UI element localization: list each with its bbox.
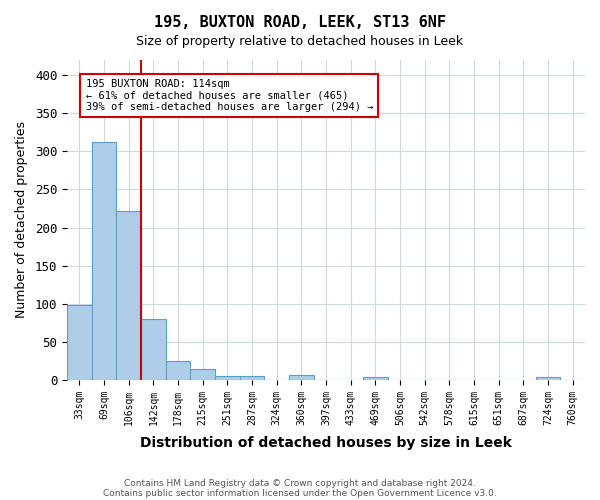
Bar bbox=[190, 370, 215, 380]
Text: Contains HM Land Registry data © Crown copyright and database right 2024.: Contains HM Land Registry data © Crown c… bbox=[124, 478, 476, 488]
Text: Contains public sector information licensed under the Open Government Licence v3: Contains public sector information licen… bbox=[103, 488, 497, 498]
Bar bbox=[67, 304, 92, 380]
Bar bbox=[363, 377, 388, 380]
Bar bbox=[141, 319, 166, 380]
Bar bbox=[240, 376, 265, 380]
Text: 195 BUXTON ROAD: 114sqm
← 61% of detached houses are smaller (465)
39% of semi-d: 195 BUXTON ROAD: 114sqm ← 61% of detache… bbox=[86, 79, 373, 112]
Bar bbox=[116, 211, 141, 380]
Bar bbox=[166, 361, 190, 380]
Bar bbox=[289, 376, 314, 380]
Bar bbox=[536, 377, 560, 380]
Text: Size of property relative to detached houses in Leek: Size of property relative to detached ho… bbox=[136, 35, 464, 48]
X-axis label: Distribution of detached houses by size in Leek: Distribution of detached houses by size … bbox=[140, 436, 512, 450]
Bar bbox=[215, 376, 240, 380]
Bar bbox=[92, 142, 116, 380]
Y-axis label: Number of detached properties: Number of detached properties bbox=[15, 122, 28, 318]
Text: 195, BUXTON ROAD, LEEK, ST13 6NF: 195, BUXTON ROAD, LEEK, ST13 6NF bbox=[154, 15, 446, 30]
